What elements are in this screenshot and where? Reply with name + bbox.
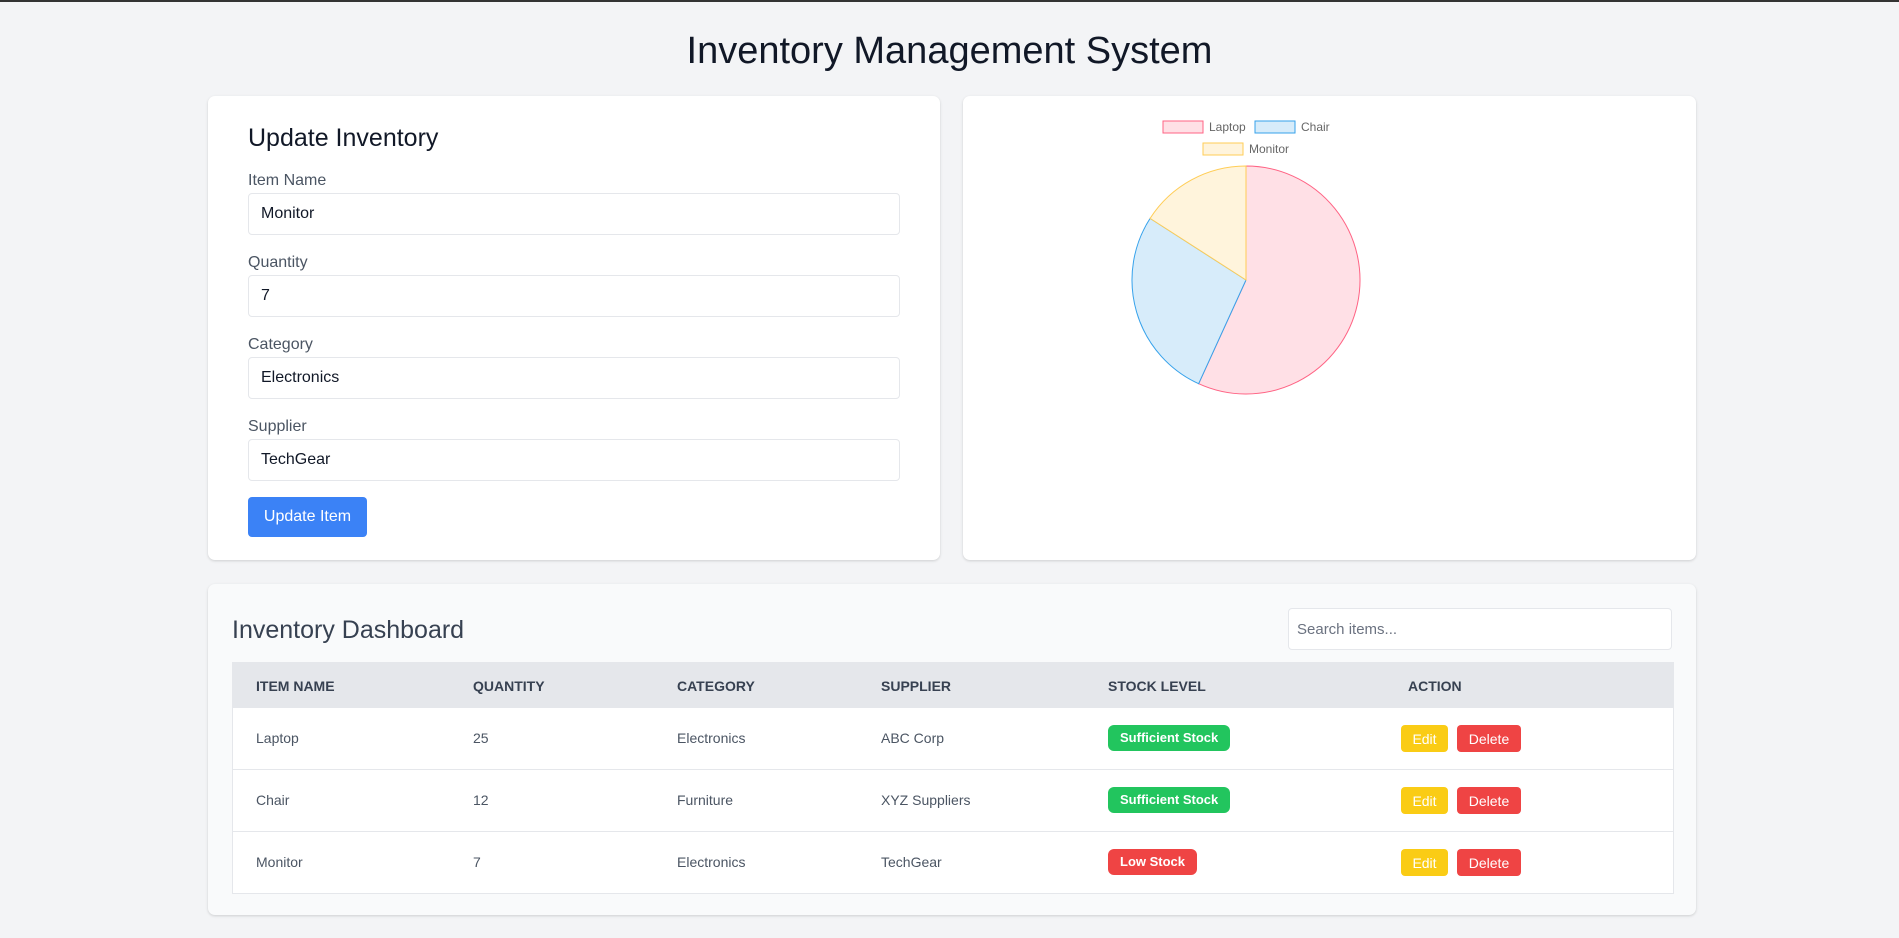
supplier-label: Supplier bbox=[248, 418, 307, 435]
cell-quantity: 12 bbox=[473, 792, 489, 808]
stock-level-badge: Low Stock bbox=[1108, 849, 1198, 875]
legend-item-chair[interactable]: Chair bbox=[1254, 120, 1330, 134]
inventory-table: Item Name Quantity Category Supplier Sto… bbox=[232, 662, 1674, 894]
pie-slice-chair bbox=[1131, 217, 1247, 385]
cell-quantity: 7 bbox=[473, 854, 481, 870]
column-header-supplier: Supplier bbox=[881, 678, 952, 694]
cell-supplier: ABC Corp bbox=[881, 730, 945, 746]
quantity-label: Quantity bbox=[248, 254, 308, 271]
column-header-item-name: Item Name bbox=[256, 678, 335, 694]
supplier-input[interactable] bbox=[248, 439, 900, 481]
edit-button[interactable]: Edit bbox=[1401, 725, 1448, 752]
stock-level-badge: Sufficient Stock bbox=[1108, 725, 1231, 751]
table-row: Monitor 7 Electronics TechGear Low Stock… bbox=[233, 831, 1673, 893]
cell-category: Electronics bbox=[677, 854, 746, 870]
cell-item-name: Laptop bbox=[256, 730, 299, 746]
cell-supplier: XYZ Suppliers bbox=[881, 792, 971, 808]
dashboard-title: Inventory Dashboard bbox=[232, 616, 465, 644]
column-header-action: Action bbox=[1408, 678, 1462, 694]
column-header-quantity: Quantity bbox=[473, 678, 545, 694]
item-name-label: Item Name bbox=[248, 172, 327, 189]
quantity-input[interactable] bbox=[248, 275, 900, 317]
column-header-category: Category bbox=[677, 678, 755, 694]
legend-item-monitor[interactable]: Monitor bbox=[1202, 142, 1289, 156]
inventory-dashboard-card: Inventory Dashboard Item Name Quantity C… bbox=[208, 584, 1696, 915]
table-row: Laptop 25 Electronics ABC Corp Sufficien… bbox=[233, 708, 1673, 769]
item-name-input[interactable] bbox=[248, 193, 900, 235]
legend-label: Monitor bbox=[1249, 142, 1289, 156]
search-input[interactable] bbox=[1288, 608, 1672, 650]
cell-item-name: Chair bbox=[256, 792, 290, 808]
legend-swatch bbox=[1162, 120, 1204, 134]
pie-slice-monitor bbox=[1149, 165, 1247, 281]
delete-button[interactable]: Delete bbox=[1457, 787, 1521, 814]
table-body: Laptop 25 Electronics ABC Corp Sufficien… bbox=[233, 708, 1673, 893]
legend-label: Laptop bbox=[1209, 120, 1246, 134]
cell-category: Furniture bbox=[677, 792, 734, 808]
pie-slice-laptop bbox=[1197, 165, 1361, 395]
delete-button[interactable]: Delete bbox=[1457, 725, 1521, 752]
table-row: Chair 12 Furniture XYZ Suppliers Suffici… bbox=[233, 769, 1673, 831]
inventory-pie-chart-card: Laptop Chair Monitor bbox=[963, 96, 1696, 560]
update-item-button[interactable]: Update Item bbox=[248, 497, 367, 537]
legend-label: Chair bbox=[1301, 120, 1330, 134]
page-title: Inventory Management System bbox=[686, 30, 1213, 72]
category-label: Category bbox=[248, 336, 313, 353]
cell-supplier: TechGear bbox=[881, 854, 942, 870]
form-title: Update Inventory bbox=[248, 124, 439, 152]
edit-button[interactable]: Edit bbox=[1401, 849, 1448, 876]
cell-item-name: Monitor bbox=[256, 854, 303, 870]
legend-swatch bbox=[1202, 142, 1244, 156]
table-header: Item Name Quantity Category Supplier Sto… bbox=[233, 663, 1673, 708]
inventory-pie-chart: Laptop Chair Monitor bbox=[1131, 120, 1361, 395]
cell-quantity: 25 bbox=[473, 730, 489, 746]
legend-item-laptop[interactable]: Laptop bbox=[1162, 120, 1246, 134]
category-input[interactable] bbox=[248, 357, 900, 399]
delete-button[interactable]: Delete bbox=[1457, 849, 1521, 876]
edit-button[interactable]: Edit bbox=[1401, 787, 1448, 814]
cell-category: Electronics bbox=[677, 730, 746, 746]
column-header-stock-level: Stock Level bbox=[1108, 678, 1206, 694]
update-inventory-card: Update Inventory Item Name Quantity Cate… bbox=[208, 96, 940, 560]
stock-level-badge: Sufficient Stock bbox=[1108, 787, 1231, 813]
legend-swatch bbox=[1254, 120, 1296, 134]
